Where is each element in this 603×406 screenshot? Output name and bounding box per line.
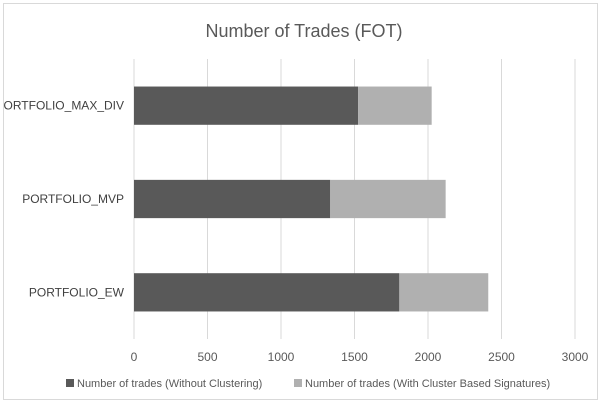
bars [134,86,489,312]
legend-label: Number of trades (With Cluster Based Sig… [305,378,550,390]
x-tick-label: 2500 [488,350,515,364]
x-tick-labels: 0 500 1000 1500 2000 2500 3000 [131,350,589,364]
x-tick-label: 2000 [415,350,442,364]
bar-with-cluster-signatures [399,273,489,312]
category-label: PORTFOLIO_MAX_DIV [4,99,124,113]
bar-without-clustering [134,86,359,125]
legend-label: Number of trades (Without Clustering) [77,378,262,390]
x-tick-label: 1500 [341,350,368,364]
x-tick-label: 0 [131,350,138,364]
x-tick-label: 3000 [562,350,589,364]
x-tick-label: 500 [197,350,217,364]
chart-frame: Number of Trades (FOT) PORTFOLIO_MAX_DIV… [0,3,598,400]
bar-with-cluster-signatures [358,86,432,125]
category-label: PORTFOLIO_EW [29,285,125,299]
stacked-bar-chart: Number of Trades (FOT) PORTFOLIO_MAX_DIV… [0,21,589,390]
bar-without-clustering [134,179,331,219]
legend-swatch [66,379,74,387]
legend-swatch [294,379,302,387]
x-tick-label: 1000 [268,350,295,364]
category-label: PORTFOLIO_MVP [22,192,124,206]
legend: Number of trades (Without Clustering) Num… [66,378,550,390]
chart-title: Number of Trades (FOT) [205,21,402,41]
category-labels: PORTFOLIO_MAX_DIV PORTFOLIO_MVP PORTFOLIO_… [0,99,125,300]
bar-with-cluster-signatures [330,179,446,219]
bar-without-clustering [134,273,400,312]
